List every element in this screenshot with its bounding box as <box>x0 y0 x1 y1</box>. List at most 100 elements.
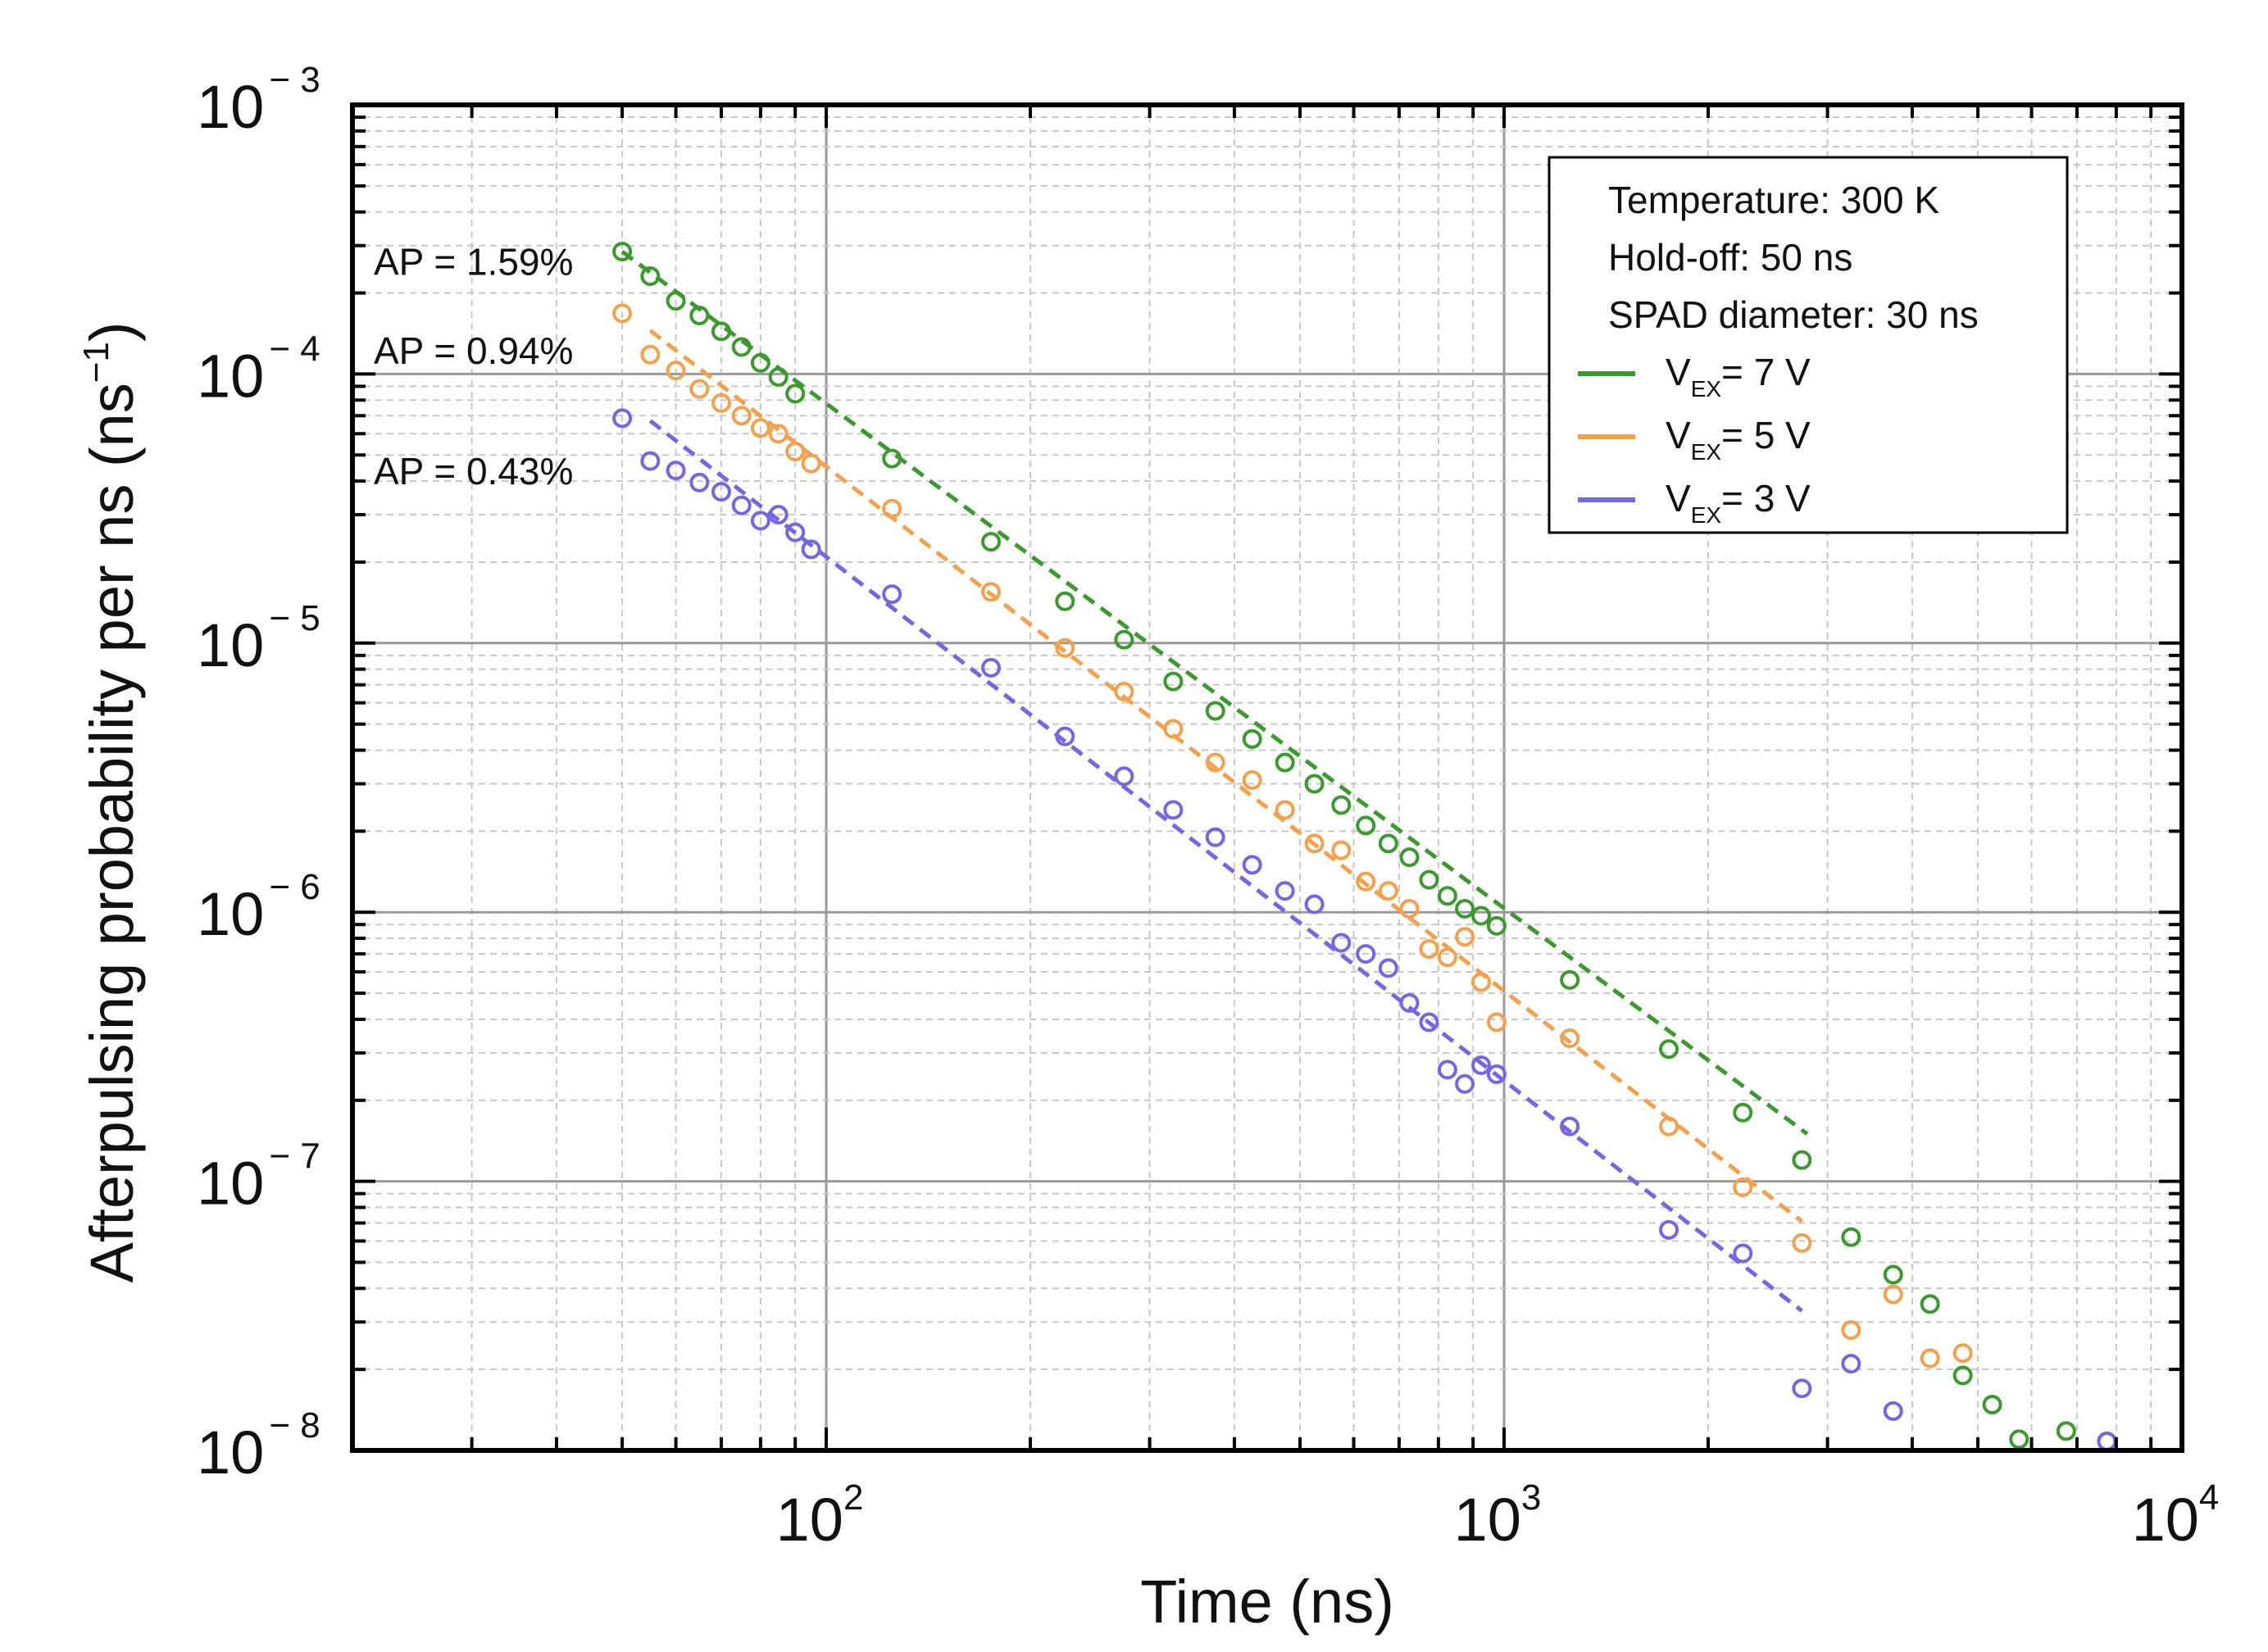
data-point-7v <box>1486 915 1507 936</box>
data-point-7v <box>2056 1421 2076 1441</box>
data-point-7v <box>750 352 770 373</box>
data-point-7v <box>1437 886 1457 906</box>
legend-box <box>1548 156 2069 534</box>
data-point-5v <box>1419 939 1439 960</box>
data-point-3v <box>1378 958 1398 978</box>
data-point-5v <box>1560 1028 1580 1049</box>
plot-frame <box>350 102 2184 1453</box>
y-tick-label-base: 10 <box>197 611 264 679</box>
y-tick-label-exp: − 7 <box>269 1137 320 1177</box>
x-tick-label-exp: 2 <box>843 1477 863 1518</box>
data-point-7v <box>711 321 731 342</box>
data-point-3v <box>801 539 821 560</box>
data-point-7v <box>1304 774 1325 794</box>
data-point-7v <box>981 532 1002 552</box>
data-point-7v <box>640 266 661 286</box>
data-point-3v <box>1419 1012 1439 1032</box>
y-tick-label: 10− 3 <box>197 60 320 141</box>
data-point-7v <box>1455 898 1475 919</box>
legend: Temperature: 300 K Hold-off: 50 ns SPAD … <box>1548 156 2069 534</box>
y-tick-label-base: 10 <box>197 1150 264 1218</box>
y-tick-label-exp: − 6 <box>269 867 320 907</box>
y-axis-label-main: Afterpulsing probability per ns (ns <box>78 383 146 1282</box>
x-tick-label: 102 <box>776 1477 864 1554</box>
data-point-7v <box>1378 833 1398 854</box>
data-point-7v <box>666 291 686 311</box>
legend-entry-7v-prefix: V <box>1666 351 1691 393</box>
data-point-3v <box>1883 1401 1903 1422</box>
data-point-7v <box>1733 1102 1753 1123</box>
data-point-7v <box>1883 1264 1903 1285</box>
data-points <box>612 242 2117 1452</box>
data-point-7v <box>1205 701 1225 721</box>
data-point-3v <box>1275 881 1295 901</box>
data-point-5v <box>1304 833 1325 854</box>
data-point-7v <box>1114 629 1134 650</box>
data-point-3v <box>1163 800 1184 820</box>
legend-entry-7v: VEX= 7 V <box>1666 351 1811 402</box>
y-tick-label-exp: − 5 <box>269 598 320 638</box>
data-point-3v <box>882 584 902 605</box>
data-point-5v <box>731 406 752 426</box>
x-tick-label-base: 10 <box>1454 1486 1521 1554</box>
y-tick-label: 10− 7 <box>197 1137 320 1218</box>
data-point-3v <box>1331 933 1352 953</box>
data-point-3v <box>1792 1378 1812 1399</box>
y-tick-label-base: 10 <box>197 880 264 948</box>
data-point-5v <box>1920 1348 1940 1368</box>
data-point-5v <box>882 498 902 519</box>
annotations: AP = 1.59% AP = 0.94% AP = 0.43% <box>374 241 573 493</box>
y-axis-label-close: ) <box>78 321 146 342</box>
data-point-5v <box>689 379 710 399</box>
data-point-5v <box>1841 1320 1861 1341</box>
legend-entry-5v-sub: EX <box>1691 439 1722 465</box>
data-point-3v <box>612 408 633 429</box>
data-point-5v <box>1399 898 1420 919</box>
data-point-7v <box>612 242 633 262</box>
data-point-3v <box>981 657 1002 678</box>
y-tick-label-exp: − 3 <box>269 60 320 100</box>
data-point-7v <box>1242 728 1262 749</box>
legend-entry-5v: VEX= 5 V <box>1666 414 1811 465</box>
legend-temperature: Temperature: 300 K <box>1608 179 1939 221</box>
y-tick-label-exp: − 8 <box>269 1405 320 1446</box>
data-point-3v <box>640 451 661 471</box>
data-point-7v <box>1841 1227 1861 1247</box>
y-axis-label: Afterpulsing probability per ns (ns−1) <box>76 321 146 1282</box>
data-point-3v <box>711 482 731 502</box>
data-point-7v <box>1419 869 1439 890</box>
data-point-5v <box>1733 1177 1753 1197</box>
data-point-5v <box>711 393 731 413</box>
data-point-3v <box>1560 1116 1580 1137</box>
data-point-5v <box>1437 947 1457 968</box>
data-point-3v <box>1114 766 1134 787</box>
data-point-7v <box>1275 752 1295 773</box>
fit-line-5v <box>648 329 1803 1223</box>
data-point-3v <box>785 522 806 542</box>
data-point-3v <box>1304 894 1325 914</box>
legend-entry-3v-sub: EX <box>1691 502 1722 528</box>
y-tick-label: 10− 5 <box>197 598 320 679</box>
data-point-7v <box>1163 671 1184 692</box>
data-point-3v <box>1437 1060 1457 1080</box>
data-point-5v <box>1455 927 1475 947</box>
data-point-7v <box>1560 969 1580 990</box>
y-tick-label: 10− 4 <box>197 329 320 410</box>
data-point-7v <box>1356 815 1376 836</box>
data-point-5v <box>1952 1343 1973 1364</box>
x-tick-label-exp: 4 <box>2199 1477 2219 1518</box>
legend-hold-off: Hold-off: 50 ns <box>1608 236 1852 279</box>
data-point-7v <box>785 384 806 404</box>
data-point-3v <box>768 505 789 525</box>
data-point-7v <box>1659 1039 1679 1060</box>
data-point-5v <box>1275 800 1295 820</box>
fit-line-7v <box>620 250 1809 1136</box>
axis-ticks <box>351 105 2182 1452</box>
data-point-5v <box>1659 1116 1679 1137</box>
annotation-7v: AP = 1.59% <box>374 241 573 284</box>
y-tick-label-base: 10 <box>197 1418 264 1486</box>
legend-spad-diameter: SPAD diameter: 30 ns <box>1608 293 1979 336</box>
data-point-7v <box>731 337 752 357</box>
data-point-7v <box>768 367 789 388</box>
